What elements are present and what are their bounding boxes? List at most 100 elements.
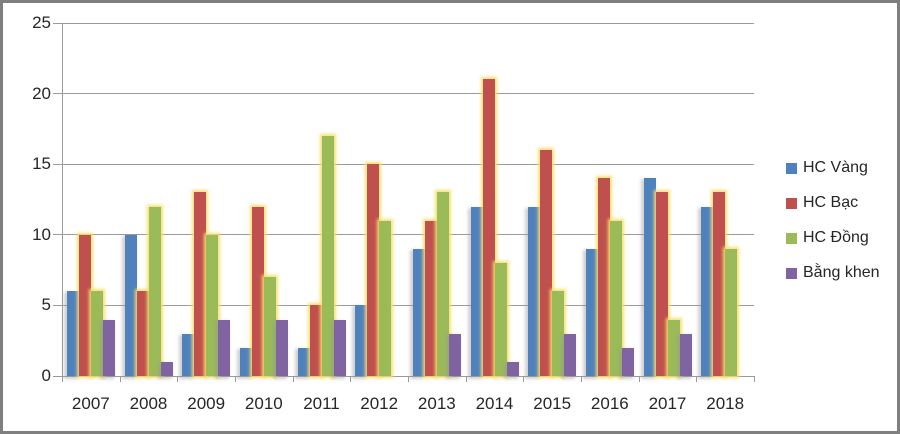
bar-bằng-khen-2009: [218, 319, 231, 376]
y-axis-tick: [53, 93, 62, 95]
bar-bằng-khen-2007: [102, 319, 115, 376]
bar-hc-bạc-2017: [655, 192, 668, 376]
bar-hc-vàng-2015: [528, 206, 541, 376]
bar-hc-đồng-2010: [263, 277, 276, 376]
bar-hc-vàng-2010: [239, 347, 252, 376]
bar-bằng-khen-2013: [448, 333, 461, 376]
x-axis-tick: [235, 376, 236, 382]
x-axis-tick: [62, 376, 63, 382]
x-axis-category-label: 2011: [303, 394, 340, 413]
bar-hc-vàng-2012: [355, 305, 368, 376]
x-axis-tick: [119, 376, 121, 382]
bar-hc-đồng-2007: [90, 291, 103, 376]
bar-hc-vàng-2016: [585, 248, 598, 376]
legend-item: Bằng khen: [786, 264, 880, 281]
bar-hc-bạc-2008: [136, 291, 149, 376]
bar-hc-đồng-2009: [206, 234, 219, 376]
legend-label: Bằng khen: [803, 264, 880, 281]
gridline: [62, 163, 754, 165]
x-axis-tick: [638, 376, 640, 382]
legend-item: HC Đồng: [786, 229, 869, 246]
y-axis-tick-label: 0: [41, 366, 51, 385]
y-axis-tick: [53, 163, 62, 165]
x-axis-category-label: 2013: [417, 394, 456, 413]
x-axis-tick: [754, 376, 755, 382]
bar-hc-vàng-2017: [643, 178, 656, 376]
x-axis-tick: [581, 376, 582, 382]
legend-label: HC Vàng: [803, 159, 868, 176]
x-axis-category-label: 2017: [648, 394, 687, 413]
bar-hc-đồng-2018: [725, 248, 738, 376]
bar-bằng-khen-2014: [506, 361, 519, 376]
bar-bằng-khen-2010: [275, 319, 288, 376]
y-axis-tick: [53, 234, 62, 236]
bar-hc-vàng-2011: [297, 347, 310, 376]
x-axis-tick: [177, 376, 179, 382]
bar-hc-vàng-2009: [182, 333, 195, 376]
legend-swatch-icon: [786, 162, 797, 174]
bar-hc-đồng-2014: [494, 263, 507, 376]
bar-hc-bạc-2012: [367, 164, 380, 376]
y-axis-tick: [53, 22, 62, 24]
bar-hc-bạc-2010: [251, 206, 264, 376]
legend-item: HC Bạc: [786, 194, 859, 211]
bar-hc-đồng-2013: [436, 192, 449, 376]
bar-bằng-khen-2016: [621, 347, 634, 376]
bar-hc-bạc-2007: [78, 234, 91, 376]
y-axis-tick-label: 25: [32, 13, 51, 32]
bar-hc-bạc-2013: [424, 220, 437, 376]
bar-hc-vàng-2014: [470, 206, 483, 376]
x-axis-category-label: 2014: [475, 394, 514, 413]
x-axis-category-label: 2016: [590, 394, 629, 413]
bar-hc-đồng-2016: [609, 220, 622, 376]
x-axis-category-label: 2012: [360, 394, 399, 413]
bar-hc-vàng-2013: [412, 248, 425, 376]
bar-hc-bạc-2014: [482, 79, 495, 376]
legend-label: HC Đồng: [803, 229, 869, 246]
legend-label: HC Bạc: [803, 194, 859, 211]
y-axis-tick-label: 15: [32, 154, 51, 174]
bar-chart-plot-area: 0 5 10 15 20 25 2007 2008 2009 2010 2011 2012 2013 20…: [3, 3, 897, 431]
bar-hc-bạc-2018: [713, 192, 726, 376]
bar-hc-đồng-2015: [552, 291, 565, 376]
bar-hc-bạc-2009: [194, 192, 207, 376]
x-axis-category-label: 2007: [71, 394, 110, 413]
bar-hc-đồng-2011: [321, 135, 334, 376]
x-axis-category-label: 2015: [533, 394, 572, 413]
legend-swatch-icon: [786, 232, 797, 244]
gridline: [62, 93, 754, 95]
gridline: [62, 234, 754, 236]
y-axis-tick-label: 10: [32, 224, 51, 244]
bar-hc-bạc-2015: [540, 150, 553, 376]
x-axis-category-label: 2008: [129, 394, 168, 413]
x-axis-tick: [408, 376, 409, 382]
bar-hc-đồng-2008: [148, 206, 161, 376]
bar-bằng-khen-2008: [160, 361, 173, 376]
x-axis-tick: [350, 376, 352, 382]
bar-bằng-khen-2015: [564, 333, 577, 376]
y-axis-tick: [53, 304, 62, 306]
legend-swatch-icon: [786, 197, 797, 209]
x-axis-category-label: 2009: [187, 394, 226, 413]
x-axis-tick: [523, 376, 525, 382]
x-axis-category-label: 2018: [706, 394, 745, 413]
bar-hc-bạc-2016: [597, 178, 610, 376]
bar-hc-đồng-2017: [667, 319, 680, 376]
x-axis-tick: [292, 376, 294, 382]
x-axis-tick: [465, 376, 467, 382]
legend-item: HC Vàng: [786, 159, 868, 176]
y-axis-tick: [53, 375, 62, 377]
y-axis-line: [62, 23, 63, 376]
y-axis-tick-label: 5: [41, 295, 51, 315]
y-axis-tick-label: 20: [32, 83, 51, 103]
bar-bằng-khen-2011: [333, 319, 346, 376]
bar-hc-bạc-2011: [309, 305, 322, 376]
bar-hc-vàng-2008: [124, 234, 137, 376]
bar-hc-đồng-2012: [379, 220, 392, 376]
x-axis-category-label: 2010: [244, 394, 283, 413]
legend-swatch-icon: [786, 267, 797, 279]
bar-bằng-khen-2017: [679, 333, 692, 376]
bar-hc-vàng-2007: [66, 291, 79, 376]
x-axis-tick: [696, 376, 698, 382]
